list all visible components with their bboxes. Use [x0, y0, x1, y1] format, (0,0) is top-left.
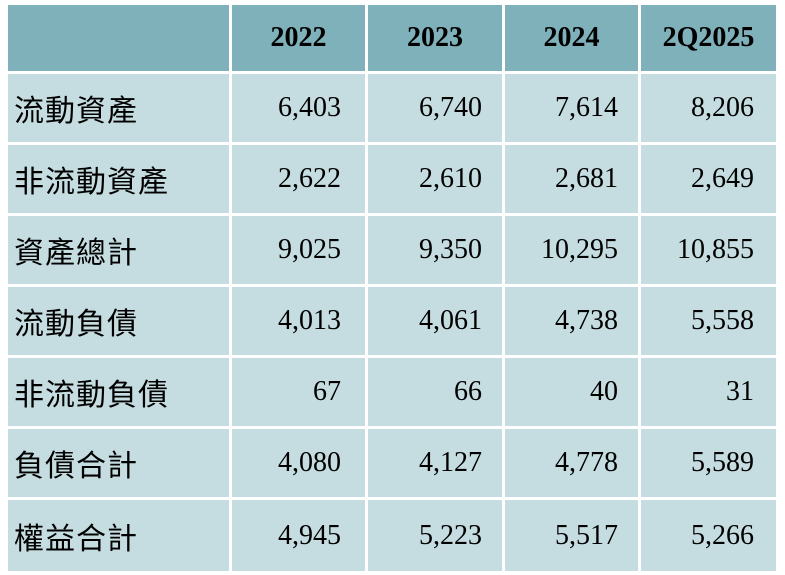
table-cell: 9,025 [232, 216, 368, 287]
table-cell: 31 [641, 358, 776, 429]
table-cell: 5,517 [505, 500, 641, 571]
row-label: 流動資產 [8, 74, 232, 145]
row-label: 非流動負債 [8, 358, 232, 429]
table-cell: 66 [368, 358, 505, 429]
table-cell: 6,403 [232, 74, 368, 145]
table-row: 資產總計 9,025 9,350 10,295 10,855 [8, 216, 776, 287]
header-corner-cell [8, 5, 232, 74]
header-row: 2022 2023 2024 2Q2025 [8, 5, 776, 74]
table-cell: 2,649 [641, 145, 776, 216]
table-cell: 6,740 [368, 74, 505, 145]
table-row: 流動負債 4,013 4,061 4,738 5,558 [8, 287, 776, 358]
table-row: 流動資產 6,403 6,740 7,614 8,206 [8, 74, 776, 145]
table-cell: 2,622 [232, 145, 368, 216]
table-cell: 4,778 [505, 429, 641, 500]
table-cell: 67 [232, 358, 368, 429]
row-label: 流動負債 [8, 287, 232, 358]
column-header-2023: 2023 [368, 5, 505, 74]
table-cell: 10,295 [505, 216, 641, 287]
table-cell: 5,589 [641, 429, 776, 500]
column-header-2022: 2022 [232, 5, 368, 74]
table-row: 非流動資產 2,622 2,610 2,681 2,649 [8, 145, 776, 216]
table-cell: 4,945 [232, 500, 368, 571]
table-cell: 4,061 [368, 287, 505, 358]
table-cell: 2,610 [368, 145, 505, 216]
table-row: 權益合計 4,945 5,223 5,517 5,266 [8, 500, 776, 571]
table-cell: 4,127 [368, 429, 505, 500]
row-label: 負債合計 [8, 429, 232, 500]
row-label: 權益合計 [8, 500, 232, 571]
table-cell: 5,558 [641, 287, 776, 358]
table-cell: 5,266 [641, 500, 776, 571]
column-header-2024: 2024 [505, 5, 641, 74]
table-cell: 2,681 [505, 145, 641, 216]
table-cell: 4,080 [232, 429, 368, 500]
table-cell: 7,614 [505, 74, 641, 145]
row-label: 非流動資產 [8, 145, 232, 216]
table-cell: 10,855 [641, 216, 776, 287]
row-label: 資產總計 [8, 216, 232, 287]
table-cell: 9,350 [368, 216, 505, 287]
table-cell: 5,223 [368, 500, 505, 571]
table-row: 非流動負債 67 66 40 31 [8, 358, 776, 429]
table-cell: 4,738 [505, 287, 641, 358]
table-cell: 8,206 [641, 74, 776, 145]
table-row: 負債合計 4,080 4,127 4,778 5,589 [8, 429, 776, 500]
table-cell: 40 [505, 358, 641, 429]
balance-sheet-table: 2022 2023 2024 2Q2025 流動資產 6,403 6,740 7… [8, 5, 776, 571]
column-header-2q2025: 2Q2025 [641, 5, 776, 74]
table-cell: 4,013 [232, 287, 368, 358]
